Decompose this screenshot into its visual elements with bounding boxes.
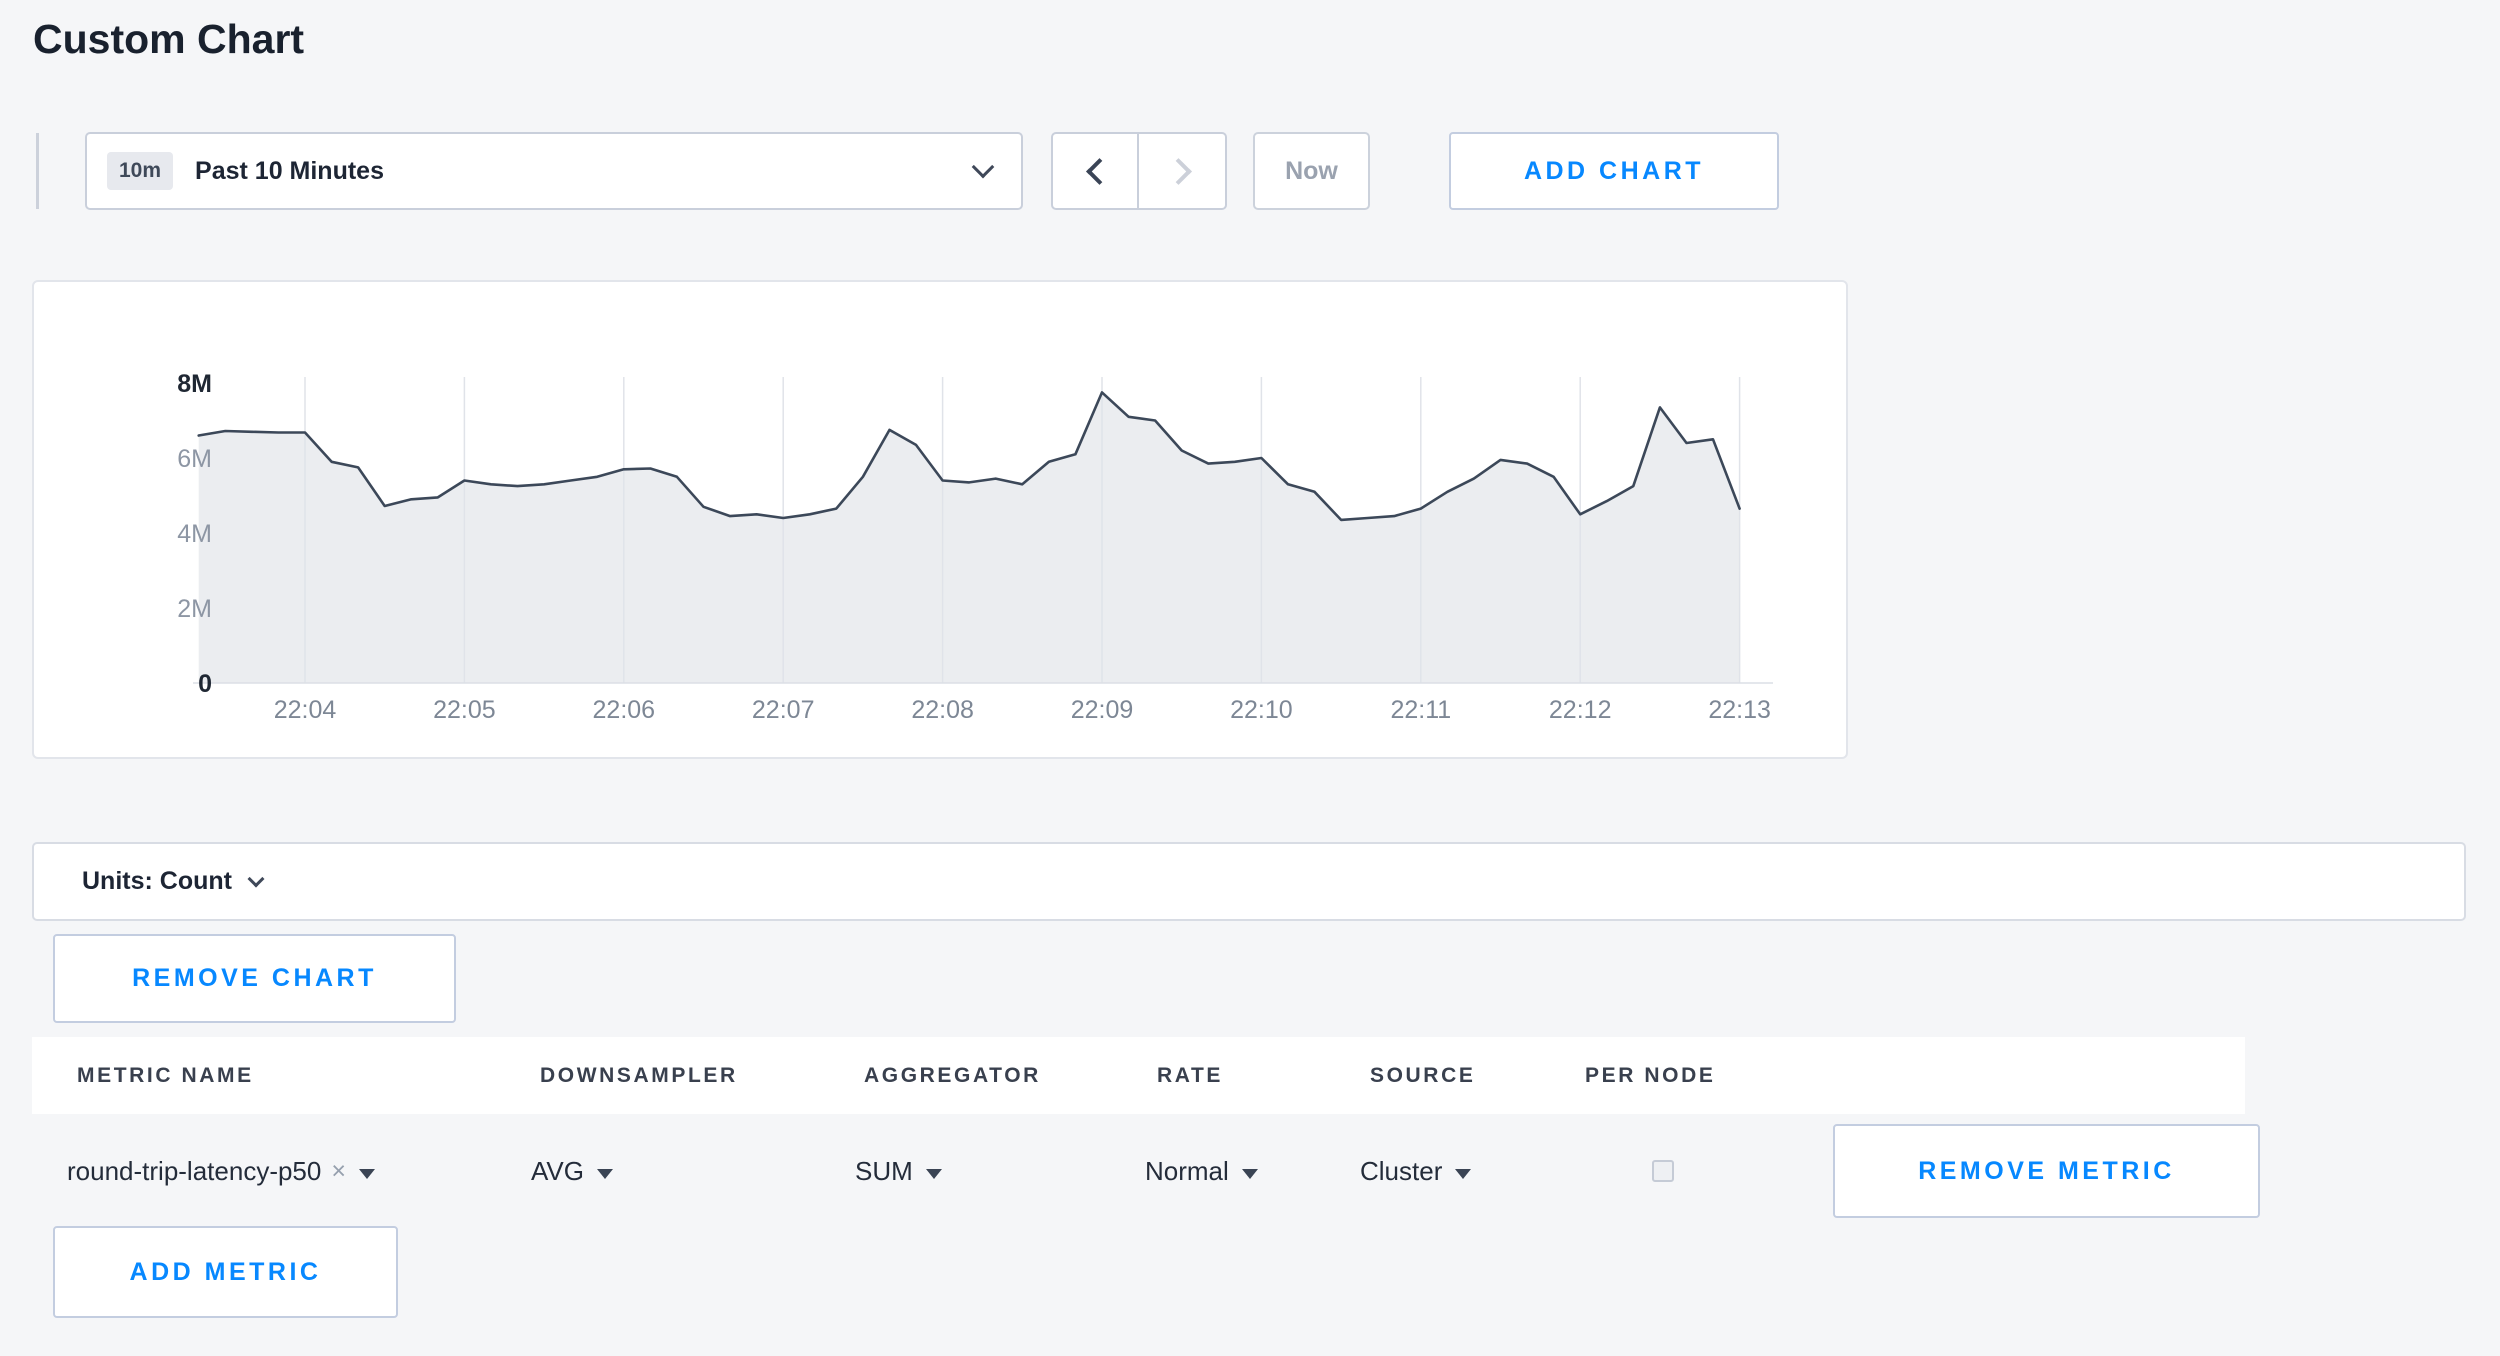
metrics-table-header: METRIC NAME DOWNSAMPLER AGGREGATOR RATE …	[32, 1037, 2245, 1114]
chart-card: 22:04 22:05 22:06 22:07 22:08 22:09 22:10 22:11…	[32, 280, 1848, 759]
svg-text:6M: 6M	[177, 445, 212, 473]
time-range-badge: 10m	[107, 152, 174, 190]
rate-value: Normal	[1145, 1155, 1229, 1186]
per-node-checkbox[interactable]	[1652, 1160, 1674, 1182]
time-range-dropdown[interactable]: 10m Past 10 Minutes	[85, 132, 1023, 210]
metric-row: round-trip-latency-p50 × AVG SUM Normal …	[32, 1124, 2260, 1218]
caret-down-icon	[1455, 1168, 1472, 1179]
add-metric-button[interactable]: ADD METRIC	[53, 1226, 398, 1318]
svg-text:22:05: 22:05	[433, 696, 496, 724]
toolbar-divider	[36, 133, 39, 209]
col-header-rate: RATE	[1157, 1063, 1224, 1087]
chevron-down-icon	[247, 870, 265, 887]
remove-chart-button[interactable]: REMOVE CHART	[53, 934, 456, 1023]
source-select[interactable]: Cluster	[1360, 1124, 1472, 1218]
caret-down-icon	[1241, 1168, 1258, 1179]
time-range-label: Past 10 Minutes	[195, 156, 384, 185]
svg-text:22:12: 22:12	[1549, 696, 1612, 724]
col-header-metric-name: METRIC NAME	[77, 1063, 254, 1087]
svg-text:22:13: 22:13	[1708, 696, 1771, 724]
rate-select[interactable]: Normal	[1145, 1124, 1258, 1218]
time-nav-group	[1051, 132, 1227, 210]
page-title: Custom Chart	[33, 16, 305, 62]
time-next-button[interactable]	[1139, 132, 1227, 210]
col-header-per-node: PER NODE	[1585, 1063, 1716, 1087]
source-value: Cluster	[1360, 1155, 1443, 1186]
col-header-source: SOURCE	[1370, 1063, 1476, 1087]
now-button[interactable]: Now	[1253, 132, 1370, 210]
svg-text:22:07: 22:07	[752, 696, 815, 724]
svg-text:22:09: 22:09	[1071, 696, 1134, 724]
svg-text:22:08: 22:08	[911, 696, 974, 724]
col-header-downsampler: DOWNSAMPLER	[540, 1063, 738, 1087]
clear-metric-icon[interactable]: ×	[331, 1156, 346, 1185]
remove-metric-button[interactable]: REMOVE METRIC	[1833, 1124, 2260, 1218]
timeseries-chart: 22:04 22:05 22:06 22:07 22:08 22:09 22:10 22:11…	[177, 370, 1773, 724]
caret-down-icon	[925, 1168, 942, 1179]
svg-text:22:10: 22:10	[1230, 696, 1293, 724]
chevron-left-icon	[1085, 157, 1113, 185]
aggregator-select[interactable]: SUM	[855, 1124, 942, 1218]
svg-text:4M: 4M	[177, 520, 212, 548]
metric-name-value: round-trip-latency-p50	[67, 1155, 322, 1186]
svg-text:0: 0	[198, 670, 212, 698]
aggregator-value: SUM	[855, 1155, 913, 1186]
units-dropdown[interactable]: Units: Count	[32, 842, 2466, 921]
chevron-right-icon	[1164, 157, 1192, 185]
svg-text:22:11: 22:11	[1390, 696, 1451, 724]
svg-text:22:04: 22:04	[274, 696, 337, 724]
downsampler-value: AVG	[531, 1155, 584, 1186]
col-header-aggregator: AGGREGATOR	[864, 1063, 1041, 1087]
units-label: Units: Count	[82, 867, 232, 895]
time-prev-button[interactable]	[1051, 132, 1139, 210]
caret-down-icon	[358, 1168, 375, 1179]
svg-text:8M: 8M	[177, 370, 212, 398]
chevron-down-icon	[971, 155, 995, 179]
caret-down-icon	[596, 1168, 613, 1179]
metric-name-select[interactable]: round-trip-latency-p50 ×	[67, 1124, 375, 1218]
downsampler-select[interactable]: AVG	[531, 1124, 613, 1218]
svg-text:22:06: 22:06	[593, 696, 656, 724]
svg-text:2M: 2M	[177, 595, 212, 623]
add-chart-button[interactable]: ADD CHART	[1449, 132, 1779, 210]
